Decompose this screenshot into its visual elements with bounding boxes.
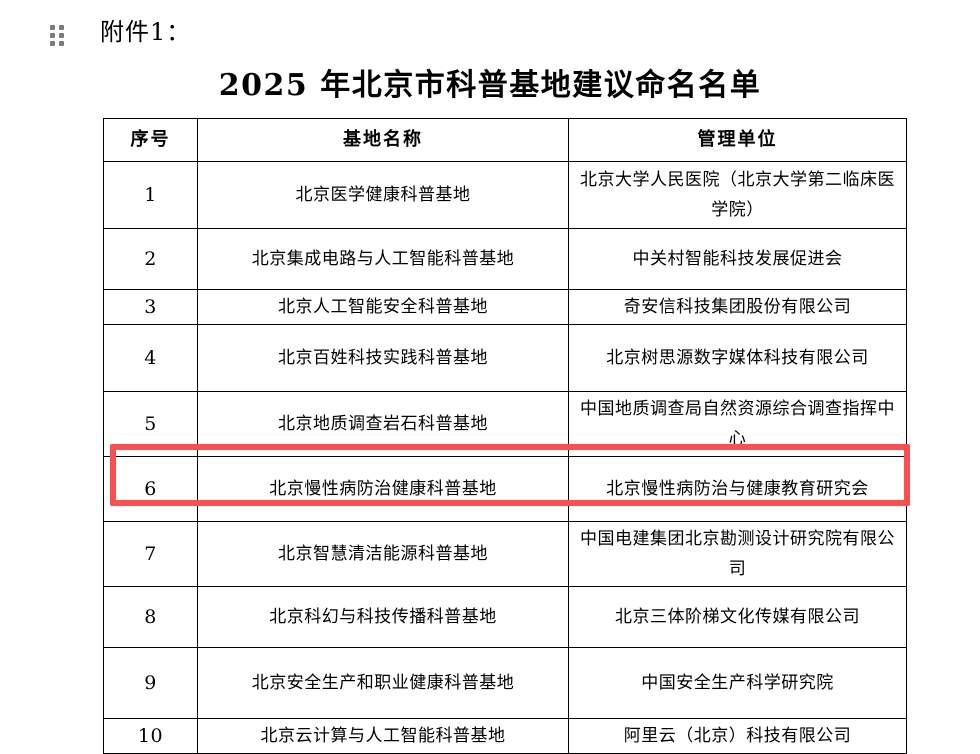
cell-index: 4 xyxy=(103,324,198,392)
dots-grid-icon[interactable] xyxy=(50,25,64,47)
cell-index: 9 xyxy=(103,647,198,719)
cell-base-name: 北京人工智能安全科普基地 xyxy=(197,289,569,325)
cell-base-name: 北京慢性病防治健康科普基地 xyxy=(197,456,569,522)
page-title: 2025 年北京市科普基地建议命名名单 xyxy=(218,68,762,103)
table-header-row: 序号 基地名称 管理单位 xyxy=(103,118,907,162)
cell-management-unit: 北京大学人民医院（北京大学第二临床医学院） xyxy=(568,161,907,229)
cell-management-unit: 中国安全生产科学研究院 xyxy=(568,647,907,719)
science-base-list-table: 序号 基地名称 管理单位 1 北京医学健康科普基地 北京大学人民医院（北京大学第二临… xyxy=(103,118,907,754)
table-row[interactable]: 9 北京安全生产和职业健康科普基地 中国安全生产科学研究院 xyxy=(103,647,907,719)
cell-base-name: 北京智慧清洁能源科普基地 xyxy=(197,521,569,587)
dot xyxy=(59,41,64,46)
cell-index: 6 xyxy=(103,456,198,522)
table-header: 序号 基地名称 管理单位 xyxy=(103,118,907,162)
cell-management-unit: 中关村智能科技发展促进会 xyxy=(568,228,907,290)
dot xyxy=(50,25,55,30)
table-row[interactable]: 2 北京集成电路与人工智能科普基地 中关村智能科技发展促进会 xyxy=(103,228,907,290)
attachment-label: 附件1： xyxy=(100,18,192,46)
cell-base-name: 北京科幻与科技传播科普基地 xyxy=(197,586,569,648)
cell-base-name: 北京医学健康科普基地 xyxy=(197,161,569,229)
cell-base-name: 北京百姓科技实践科普基地 xyxy=(197,324,569,392)
cell-base-name: 北京安全生产和职业健康科普基地 xyxy=(197,647,569,719)
dot xyxy=(59,33,64,38)
cell-base-name: 北京集成电路与人工智能科普基地 xyxy=(197,228,569,290)
cell-management-unit: 中国电建集团北京勘测设计研究院有限公司 xyxy=(568,521,907,587)
cell-management-unit: 中国地质调查局自然资源综合调查指挥中心 xyxy=(568,391,907,457)
column-header-index: 序号 xyxy=(103,118,198,162)
table-body: 1 北京医学健康科普基地 北京大学人民医院（北京大学第二临床医学院） 2 北京集成电路与… xyxy=(103,161,907,754)
cell-index: 7 xyxy=(103,521,198,587)
dot xyxy=(50,33,55,38)
column-header-base-name: 基地名称 xyxy=(197,118,569,162)
cell-management-unit: 北京慢性病防治与健康教育研究会 xyxy=(568,456,907,522)
table-row[interactable]: 8 北京科幻与科技传播科普基地 北京三体阶梯文化传媒有限公司 xyxy=(103,586,907,648)
table-row[interactable]: 3 北京人工智能安全科普基地 奇安信科技集团股份有限公司 xyxy=(103,289,907,325)
table-row[interactable]: 1 北京医学健康科普基地 北京大学人民医院（北京大学第二临床医学院） xyxy=(103,161,907,229)
cell-index: 2 xyxy=(103,228,198,290)
cell-index: 5 xyxy=(103,391,198,457)
cell-index: 8 xyxy=(103,586,198,648)
cell-index: 3 xyxy=(103,289,198,325)
cell-management-unit: 北京三体阶梯文化传媒有限公司 xyxy=(568,586,907,648)
table-row[interactable]: 6 北京慢性病防治健康科普基地 北京慢性病防治与健康教育研究会 xyxy=(103,456,907,522)
table-row[interactable]: 4 北京百姓科技实践科普基地 北京树思源数字媒体科技有限公司 xyxy=(103,324,907,392)
column-header-management-unit: 管理单位 xyxy=(568,118,907,162)
cell-index: 1 xyxy=(103,161,198,229)
dot xyxy=(50,41,55,46)
table-row[interactable]: 7 北京智慧清洁能源科普基地 中国电建集团北京勘测设计研究院有限公司 xyxy=(103,521,907,587)
cell-management-unit: 北京树思源数字媒体科技有限公司 xyxy=(568,324,907,392)
dot xyxy=(59,25,64,30)
cell-management-unit: 奇安信科技集团股份有限公司 xyxy=(568,289,907,325)
cell-base-name: 北京地质调查岩石科普基地 xyxy=(197,391,569,457)
table-row[interactable]: 5 北京地质调查岩石科普基地 中国地质调查局自然资源综合调查指挥中心 xyxy=(103,391,907,457)
